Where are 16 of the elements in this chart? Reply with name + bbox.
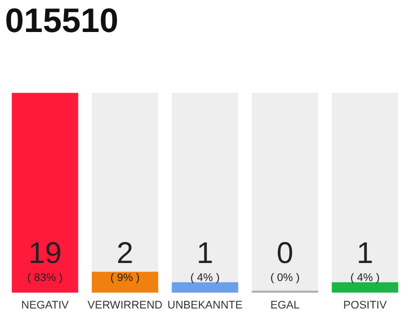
annotation: ( 4% ): [350, 272, 380, 284]
data-label: 19: [28, 236, 62, 270]
data-label: 0: [276, 236, 294, 270]
x-tick-label: EGAL: [270, 299, 300, 312]
data-label: 1: [356, 236, 374, 270]
x-tick-label: NEGATIV: [21, 299, 70, 312]
annotation: ( 0% ): [270, 272, 300, 284]
chart-title: 015510: [5, 2, 118, 40]
data-label: 2: [116, 236, 134, 270]
annotation: ( 83% ): [27, 272, 63, 284]
annotation: ( 9% ): [110, 272, 140, 284]
data-label: 1: [196, 236, 214, 270]
annotation: ( 4% ): [190, 272, 220, 284]
x-tick-label: UNBEKANNTE: [167, 299, 243, 312]
x-tick-label: POSITIV: [343, 299, 388, 312]
x-tick-label: VERWIRREND: [88, 299, 163, 312]
